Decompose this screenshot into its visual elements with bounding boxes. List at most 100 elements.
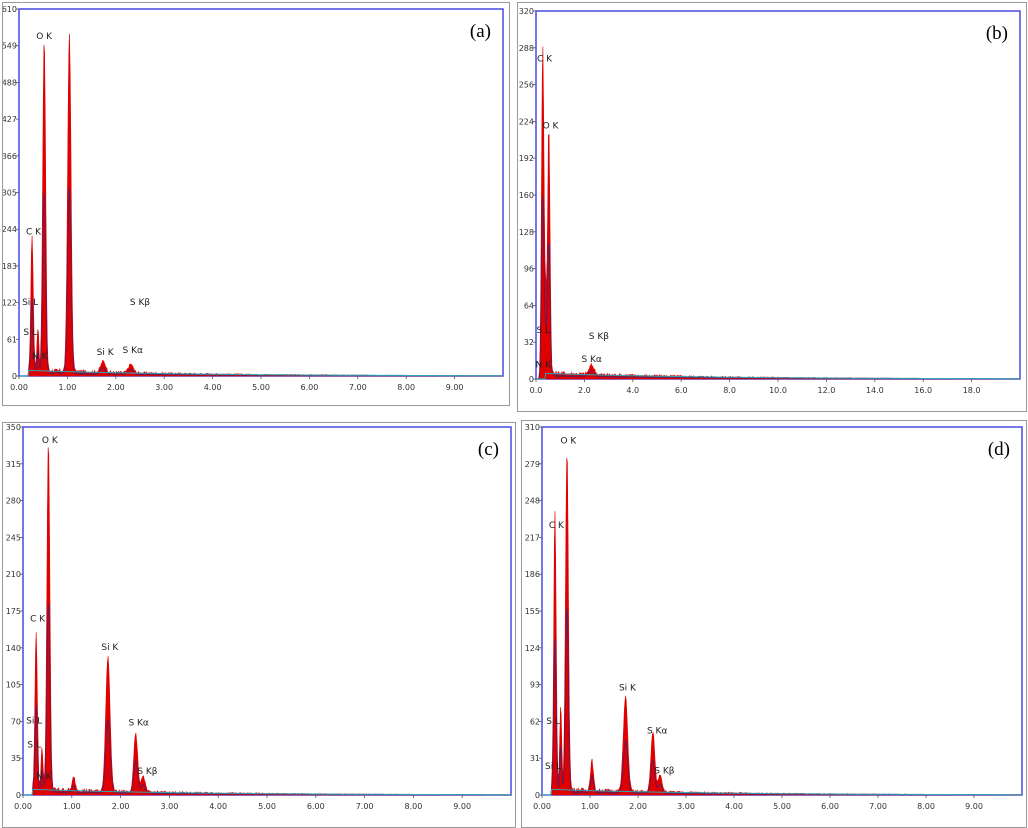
x-tick-label: 9.00	[965, 802, 983, 811]
y-tick-label: 93	[530, 681, 540, 690]
element-label: N K	[36, 772, 53, 782]
overlay-trace	[19, 187, 503, 377]
spectrum-fill	[542, 457, 1023, 796]
y-tick-label: 256	[519, 81, 534, 90]
element-label: N K	[536, 361, 553, 371]
element-label: S Kβ	[137, 767, 157, 777]
y-tick-label: 210	[6, 570, 21, 579]
x-tick-label: 0.00	[10, 383, 28, 392]
x-tick-label: 4.00	[209, 802, 227, 811]
y-tick-label: 140	[6, 644, 21, 653]
y-tick-label: 280	[6, 497, 21, 506]
x-tick-label: 0.00	[14, 802, 32, 811]
element-label: Si L	[22, 298, 38, 308]
spectrum-chart-d: 0.00 1.00 2.00 3.00 4.00 5.00 6.00 7.00 8.00 9.00…	[525, 423, 1023, 811]
y-tick-label: 62	[530, 717, 540, 726]
spectrum-chart-b: 0.0 2.0 4.0 6.0 8.0 10.0 12.0 14.0 16.0 18.0 0 32 64…	[519, 7, 1021, 395]
y-tick-label: 64	[524, 301, 534, 310]
element-label: S Kα	[123, 346, 143, 356]
element-label: Si K	[619, 684, 637, 694]
overlay-trace	[536, 196, 1020, 380]
spectrum-panel-c: 0.00 1.00 2.00 3.00 4.00 5.00 6.00 7.00 8.00 9.00…	[2, 422, 516, 828]
y-tick-label: 224	[519, 117, 534, 126]
y-tick-label: 70	[11, 717, 21, 726]
element-label: C K	[26, 228, 42, 238]
y-tick-label: 310	[525, 423, 540, 432]
background-trace	[542, 788, 1022, 796]
x-tick-label: 8.00	[397, 383, 415, 392]
element-label: S Kα	[647, 726, 667, 736]
x-tick-label: 2.00	[629, 802, 647, 811]
y-tick-label: 279	[525, 460, 540, 469]
element-label: S L	[546, 717, 560, 727]
x-tick-label: 9.00	[453, 802, 471, 811]
y-tick-label: 0	[529, 375, 534, 384]
element-label: S Kβ	[654, 767, 674, 777]
x-tick-label: 2.00	[112, 802, 130, 811]
element-label: O K	[543, 121, 560, 131]
y-tick-label: 245	[6, 533, 21, 542]
y-tick-label: 61	[7, 335, 17, 344]
x-tick-label: 0.00	[533, 802, 551, 811]
x-tick-label: 14.0	[866, 386, 884, 395]
spectrum-panel-b: 0.0 2.0 4.0 6.0 8.0 10.0 12.0 14.0 16.0 18.0 0 32 64…	[517, 2, 1027, 412]
spectrum-panel-d: 0.00 1.00 2.00 3.00 4.00 5.00 6.00 7.00 8.00 9.00…	[521, 420, 1027, 828]
y-tick-label: 128	[519, 228, 534, 237]
x-tick-label: 7.00	[869, 802, 887, 811]
x-tick-label: 6.00	[307, 802, 325, 811]
x-tick-label: 6.0	[675, 386, 688, 395]
overlay-trace	[542, 609, 1022, 796]
y-tick-label: 0	[12, 372, 17, 381]
element-label: O K	[36, 32, 53, 42]
x-tick-label: 4.00	[204, 383, 222, 392]
y-tick-label: 427	[3, 115, 17, 124]
element-label: S Kβ	[589, 332, 609, 342]
spectrum-fill	[23, 447, 512, 796]
x-tick-label: 9.00	[446, 383, 464, 392]
y-tick-label: 122	[3, 299, 17, 308]
x-tick-label: 6.00	[300, 383, 318, 392]
y-tick-label: 186	[525, 570, 540, 579]
element-label: Si K	[101, 643, 119, 653]
x-tick-label: 0.0	[530, 386, 543, 395]
x-tick-label: 12.0	[817, 386, 835, 395]
background-trace	[19, 369, 503, 377]
element-label: S L	[27, 741, 41, 751]
x-tick-label: 1.00	[58, 383, 76, 392]
y-tick-label: 32	[524, 338, 534, 347]
panel-label: (d)	[988, 439, 1010, 460]
spectrum-fill	[536, 46, 1021, 380]
spectrum-fill	[19, 33, 504, 377]
spectrum-panel-a: 0.00 1.00 2.00 3.00 4.00 5.00 6.00 7.00 8.00 9.00…	[2, 2, 510, 406]
y-tick-label: 549	[3, 42, 17, 51]
background-trace	[23, 788, 511, 796]
y-tick-label: 0	[535, 791, 540, 800]
y-tick-label: 305	[3, 189, 17, 198]
y-tick-label: 610	[3, 5, 17, 14]
spectrum-chart-a: 0.00 1.00 2.00 3.00 4.00 5.00 6.00 7.00 8.00 9.00…	[3, 5, 504, 392]
element-label: C K	[30, 615, 46, 625]
y-tick-label: 488	[3, 78, 17, 87]
y-tick-label: 244	[3, 225, 17, 234]
y-tick-label: 0	[16, 791, 21, 800]
y-tick-label: 288	[519, 44, 534, 53]
x-tick-label: 4.00	[725, 802, 743, 811]
overlay-trace	[23, 603, 511, 796]
x-tick-label: 5.00	[773, 802, 791, 811]
spectrum-chart-c: 0.00 1.00 2.00 3.00 4.00 5.00 6.00 7.00 8.00 9.00…	[6, 423, 512, 811]
panel-label: (b)	[986, 23, 1008, 44]
y-tick-label: 183	[3, 262, 17, 271]
element-label: S L	[536, 326, 550, 336]
x-tick-label: 16.0	[914, 386, 932, 395]
x-tick-label: 6.00	[821, 802, 839, 811]
y-tick-label: 217	[525, 533, 540, 542]
element-label: O K	[42, 436, 59, 446]
x-tick-label: 3.00	[160, 802, 178, 811]
panel-label: (c)	[478, 439, 499, 460]
x-tick-label: 5.00	[252, 383, 270, 392]
y-tick-label: 248	[525, 497, 540, 506]
element-label: Si K	[97, 348, 115, 358]
y-tick-label: 350	[6, 423, 21, 432]
element-label: N K	[32, 352, 49, 362]
x-tick-label: 8.00	[917, 802, 935, 811]
